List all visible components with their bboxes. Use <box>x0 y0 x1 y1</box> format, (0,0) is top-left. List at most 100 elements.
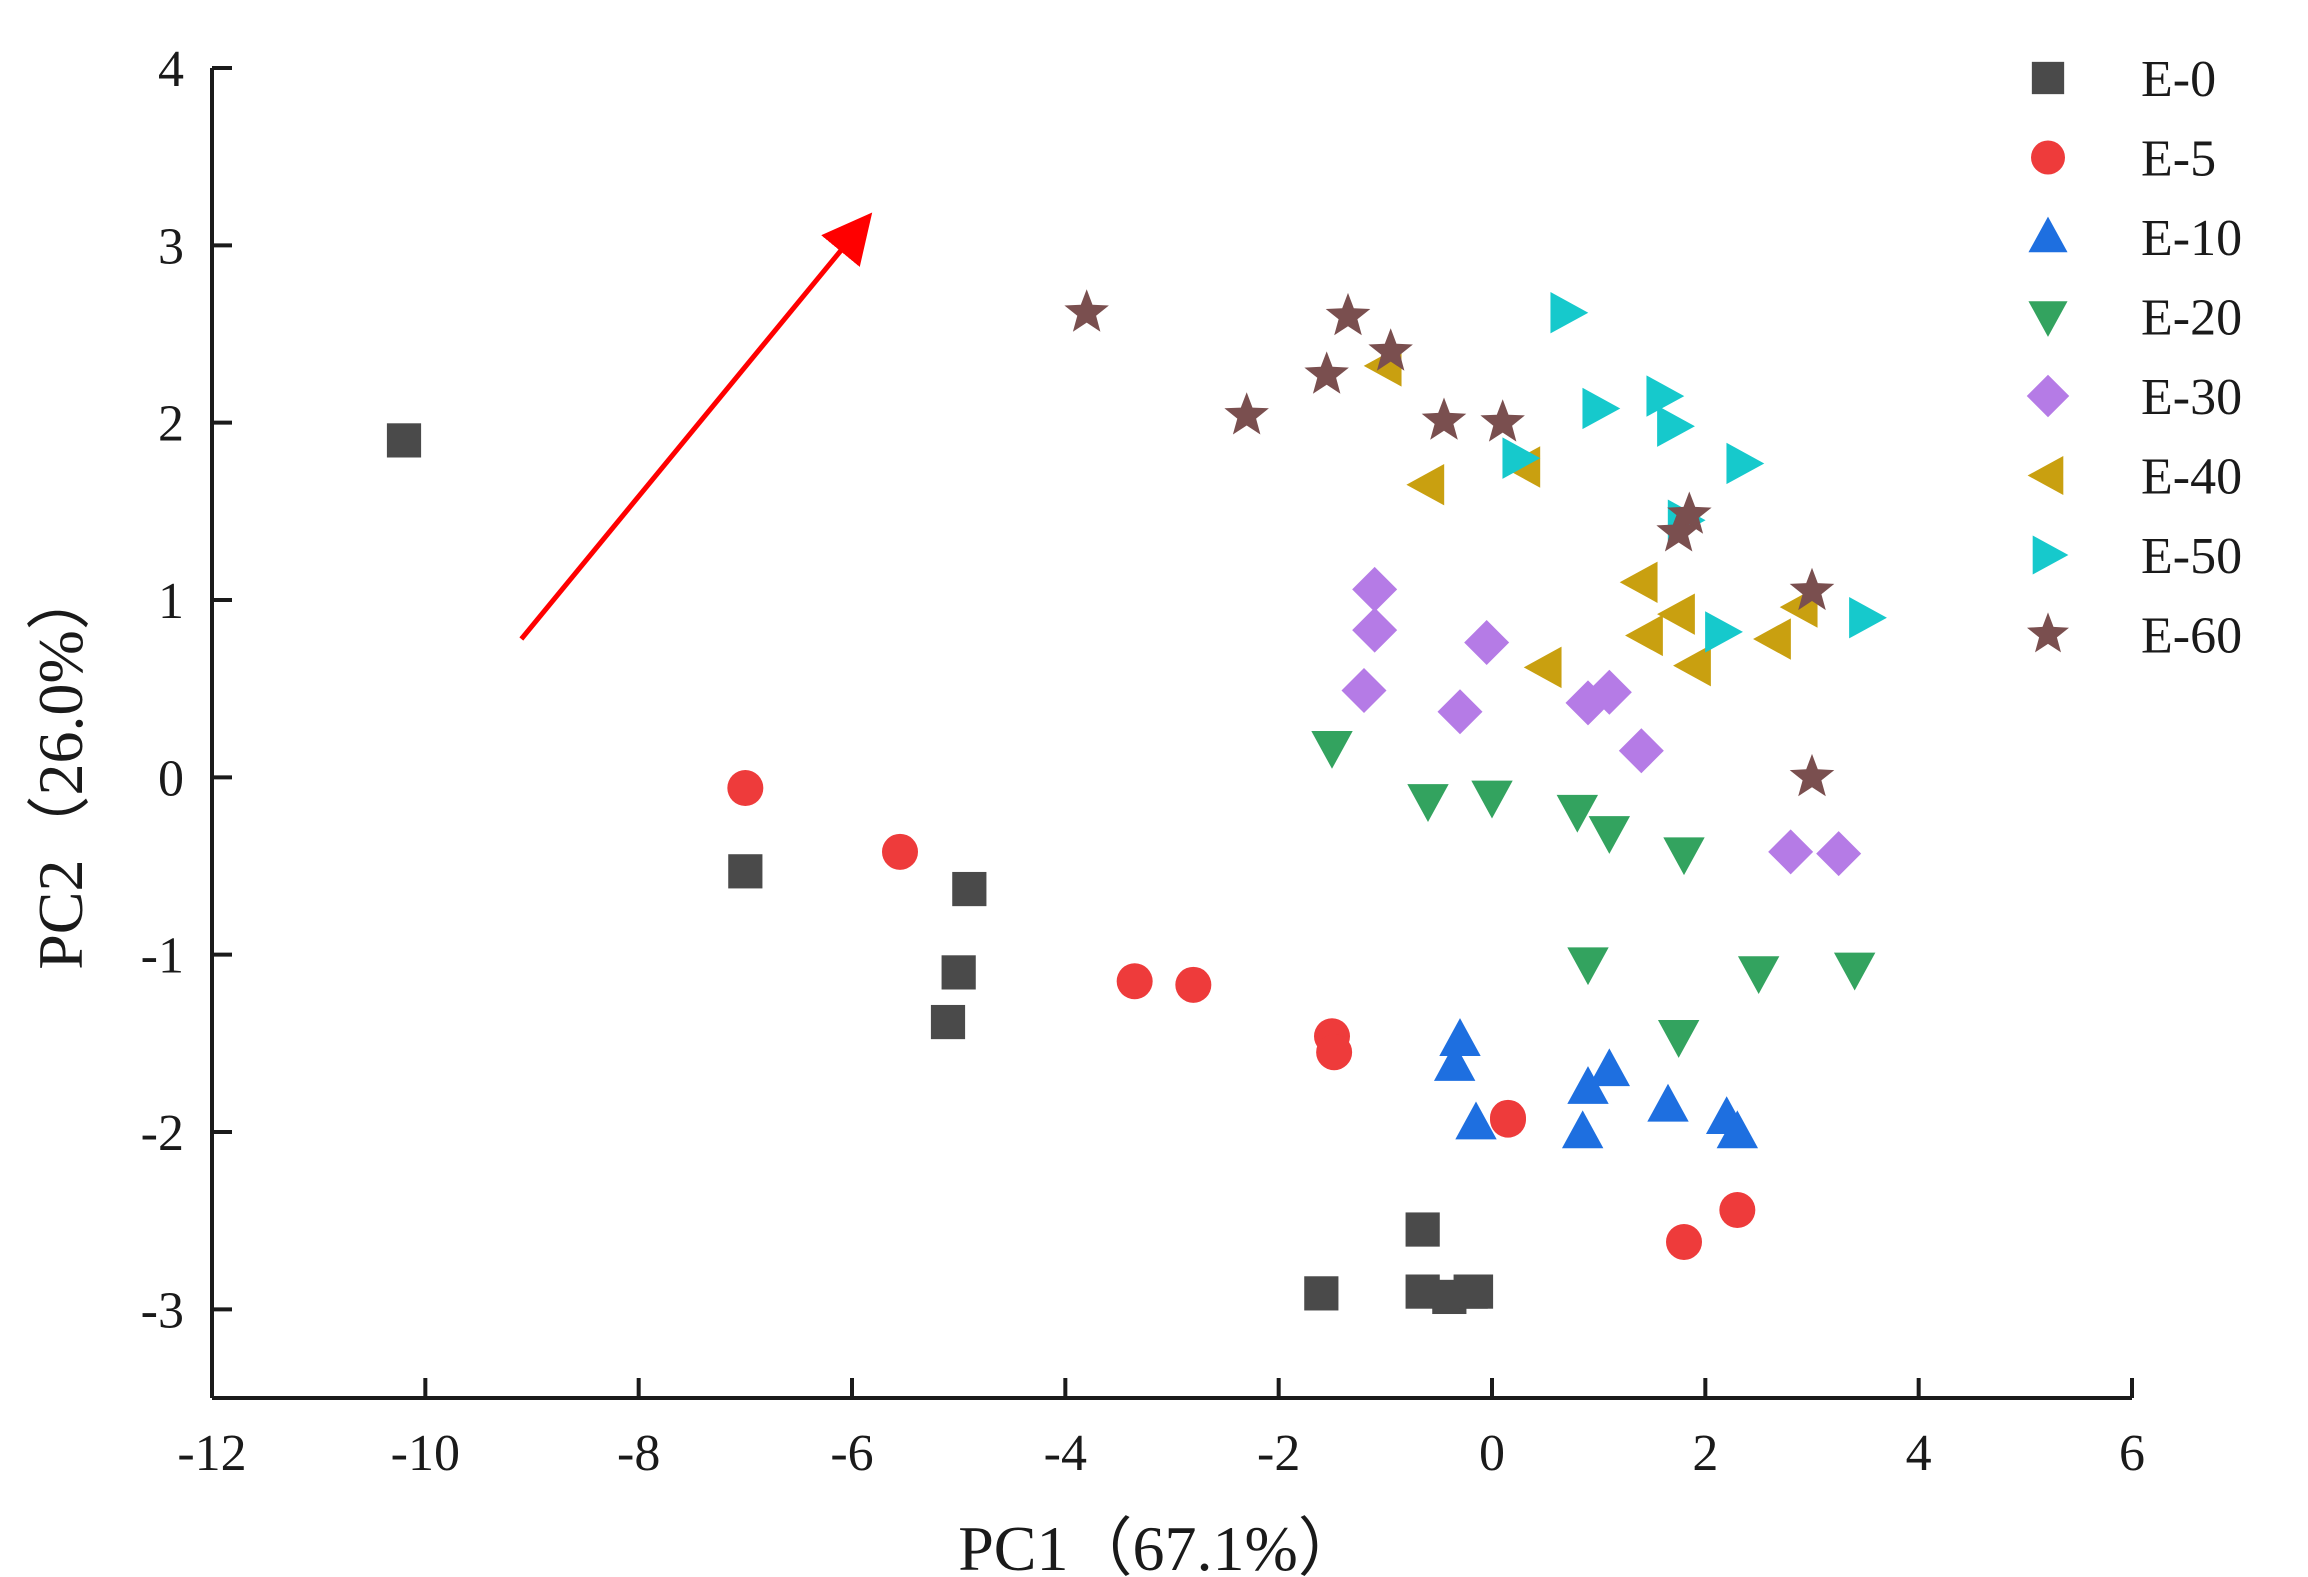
data-point <box>1224 392 1269 435</box>
series-e-30 <box>1341 566 1862 877</box>
legend-marker <box>2031 140 2065 175</box>
x-tick-label: -2 <box>1257 1425 1300 1482</box>
data-point <box>1656 509 1701 552</box>
data-point <box>1567 1066 1609 1104</box>
data-point <box>1368 328 1413 371</box>
data-point <box>930 1004 966 1040</box>
series-e-5 <box>727 769 1756 1260</box>
data-point <box>1304 1276 1339 1311</box>
data-point <box>1833 952 1876 991</box>
data-point <box>1646 375 1685 417</box>
data-point <box>1657 593 1695 635</box>
y-tick-label: 2 <box>158 396 184 453</box>
legend-label: E-0 <box>2141 51 2216 108</box>
y-tick-label: 0 <box>158 750 184 807</box>
legend-label: E-40 <box>2141 449 2242 506</box>
data-point <box>882 833 918 870</box>
data-point <box>1849 597 1887 639</box>
data-point <box>1663 837 1705 876</box>
x-tick-label: 0 <box>1479 1425 1505 1482</box>
data-point <box>1619 561 1658 603</box>
data-point <box>1352 607 1398 653</box>
y-tick-label: -3 <box>141 1282 184 1339</box>
data-point <box>1421 397 1467 440</box>
data-point <box>1582 387 1621 430</box>
data-point <box>1737 956 1780 994</box>
data-point <box>1667 491 1712 534</box>
data-point <box>1753 618 1791 660</box>
data-point <box>1464 620 1510 666</box>
data-point <box>1789 567 1835 611</box>
x-tick-label: -10 <box>391 1425 460 1482</box>
data-point <box>727 769 764 806</box>
data-point <box>1437 689 1483 735</box>
data-point <box>1657 405 1695 447</box>
data-point <box>1502 437 1541 479</box>
y-axis-title: PC2（26.0%） <box>25 566 96 970</box>
series-e-10 <box>1433 1018 1759 1149</box>
data-point <box>1064 289 1109 332</box>
data-point <box>1618 728 1664 774</box>
x-tick-label: -6 <box>830 1425 873 1482</box>
data-point <box>1175 966 1212 1003</box>
direction-arrow-layer <box>519 212 873 641</box>
data-point <box>1116 963 1153 1000</box>
data-point <box>1458 1274 1494 1309</box>
data-point <box>386 423 422 458</box>
legend-marker <box>2028 301 2068 337</box>
data-point <box>952 871 987 907</box>
data-points <box>386 289 1887 1315</box>
y-tick-label: -1 <box>141 928 184 985</box>
data-point <box>728 854 763 889</box>
data-point <box>1352 566 1398 612</box>
x-tick-label: 4 <box>1906 1425 1932 1482</box>
legend-marker <box>2032 535 2069 575</box>
x-axis-title: PC1（67.1%） <box>958 1513 1362 1577</box>
legend-item: E-30 <box>2026 369 2242 426</box>
x-tick-label: -8 <box>617 1425 660 1482</box>
legend-item: E-50 <box>2032 528 2242 585</box>
data-point <box>1719 1192 1756 1229</box>
legend-item: E-20 <box>2028 290 2242 347</box>
x-tick-label: 6 <box>2119 1425 2145 1482</box>
legend: E-0 E-5 E-10 E-20 E-30 E-40 E-50 E-60 <box>2026 51 2242 665</box>
legend-marker <box>2026 374 2070 418</box>
series-e-20 <box>1311 730 1876 1058</box>
y-tick-label: 4 <box>158 41 184 98</box>
y-tick-label: 1 <box>158 573 184 630</box>
data-point <box>1705 611 1743 653</box>
data-point <box>1316 1034 1353 1071</box>
data-point <box>1480 399 1525 442</box>
data-point <box>1716 1110 1759 1149</box>
y-tick-label: -2 <box>141 1105 184 1162</box>
data-point <box>1647 1083 1689 1122</box>
data-point <box>1673 644 1711 687</box>
data-point <box>1433 1043 1476 1081</box>
data-point <box>1768 829 1814 875</box>
data-point <box>1816 831 1862 877</box>
data-point <box>1455 1101 1497 1140</box>
data-point <box>1407 784 1449 822</box>
legend-item: E-60 <box>2027 608 2242 665</box>
data-point <box>1550 292 1589 334</box>
data-point <box>1588 1048 1631 1087</box>
x-tick-label: -12 <box>177 1425 246 1482</box>
data-point <box>1304 351 1349 394</box>
data-point <box>1789 753 1835 797</box>
data-point <box>1405 1212 1440 1247</box>
y-tick-label: 3 <box>158 218 184 275</box>
data-point <box>1406 464 1445 506</box>
data-point <box>1625 614 1663 657</box>
series-e-0 <box>386 423 1494 1315</box>
data-point <box>941 955 976 990</box>
legend-marker <box>2028 216 2068 253</box>
legend-label: E-30 <box>2141 369 2242 426</box>
legend-label: E-50 <box>2141 528 2242 585</box>
legend-label: E-20 <box>2141 290 2242 347</box>
legend-label: E-5 <box>2141 131 2216 188</box>
data-point <box>1726 442 1765 485</box>
data-point <box>1567 947 1609 986</box>
legend-item: E-5 <box>2031 131 2216 188</box>
